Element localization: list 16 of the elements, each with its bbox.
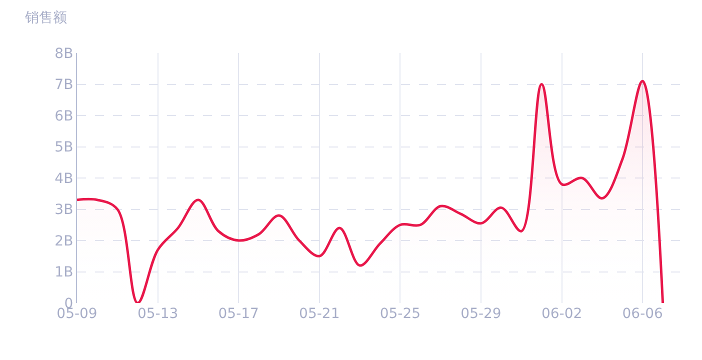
x-tick-label: 05-29: [460, 306, 502, 322]
y-tick-label: 2B: [54, 233, 74, 250]
x-tick-label: 05-25: [380, 306, 421, 322]
y-tick-label: 1B: [54, 264, 74, 281]
x-tick-label: 05-13: [137, 306, 178, 322]
x-tick-label: 05-17: [218, 306, 259, 322]
y-tick-label: 3B: [54, 202, 74, 218]
x-tick-label: 06-06: [622, 306, 664, 322]
y-tick-label: 8B: [54, 46, 74, 62]
x-tick-label: 06-02: [541, 306, 582, 322]
y-tick-label: 7B: [54, 77, 74, 94]
y-tick-label: 4B: [54, 170, 74, 187]
x-tick-label: 05-21: [299, 306, 340, 322]
y-tick-label: 5B: [54, 140, 74, 156]
y-axis-title: 销售额: [24, 10, 67, 26]
y-tick-label: 6B: [54, 108, 74, 124]
